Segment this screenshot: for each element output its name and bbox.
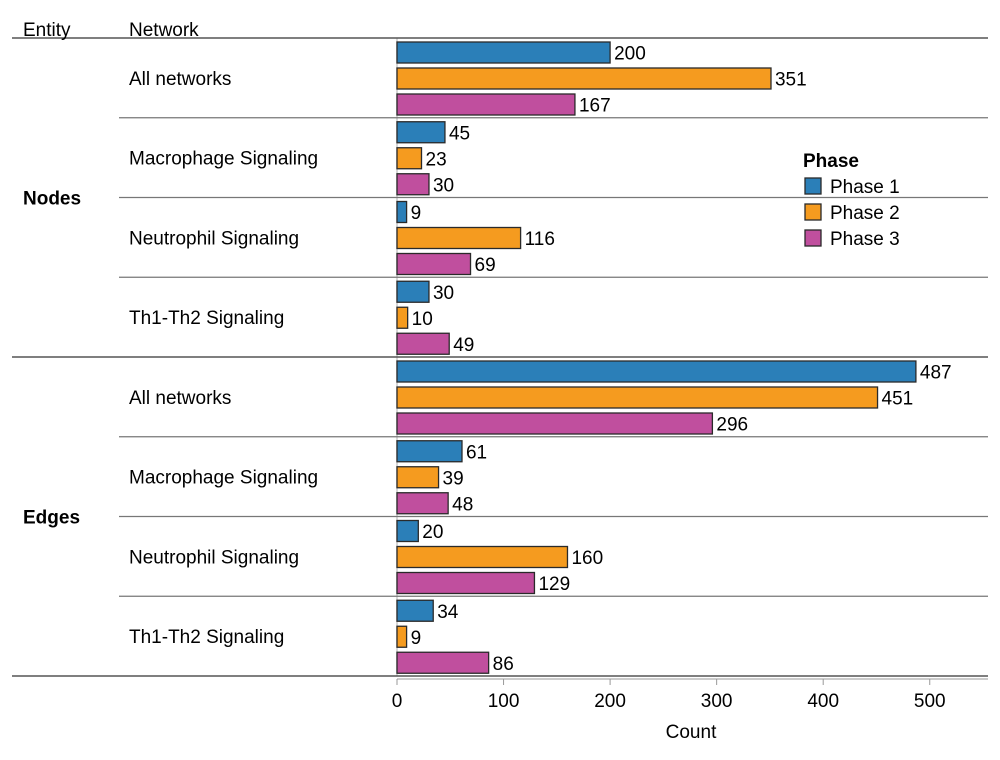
data-label: 20 — [422, 522, 443, 543]
bar-phase-3 — [396, 252, 472, 276]
bar-phase-3 — [396, 571, 536, 595]
bar-phase-3 — [396, 492, 449, 515]
data-label: 129 — [538, 574, 570, 595]
entity-label: Edges — [23, 508, 80, 529]
data-label: 39 — [443, 468, 464, 489]
bar-phase-3 — [396, 173, 430, 196]
bar-phase-2 — [396, 226, 522, 250]
bar-phase-2 — [396, 386, 879, 409]
data-label: 45 — [449, 123, 470, 144]
bar-phase-1 — [396, 519, 419, 543]
bars-layer — [396, 41, 917, 674]
data-label: 451 — [882, 389, 914, 410]
x-tick-label: 100 — [488, 691, 520, 712]
network-label: Neutrophil Signaling — [129, 228, 299, 249]
bar-phase-3 — [396, 412, 714, 435]
bar-phase-2 — [396, 306, 409, 329]
bar-phase-3 — [396, 651, 490, 674]
labels-layer: Entity Network Nodes All networks 200 351 167 M… — [23, 20, 952, 675]
data-label: 160 — [571, 548, 603, 569]
legend-label: Phase 2 — [830, 203, 900, 224]
x-tick-label: 0 — [392, 691, 403, 712]
legend-swatch — [804, 177, 822, 195]
x-axis: 0 100 200 300 400 500 Count — [392, 678, 988, 743]
bar-phase-1 — [396, 440, 463, 463]
bar-phase-2 — [396, 147, 423, 170]
data-label: 30 — [433, 175, 454, 196]
bar-phase-3 — [396, 332, 450, 355]
legend-title: Phase — [803, 151, 859, 172]
data-label: 167 — [579, 96, 611, 117]
bar-phase-1 — [396, 360, 917, 383]
data-label: 351 — [775, 70, 807, 91]
x-tick-label: 400 — [807, 691, 839, 712]
bar-phase-1 — [396, 41, 611, 64]
bar-phase-1 — [396, 599, 434, 622]
network-label: Th1-Th2 Signaling — [129, 627, 284, 648]
data-label: 9 — [411, 628, 422, 649]
x-tick-label: 200 — [594, 691, 626, 712]
entity-label: Nodes — [23, 189, 81, 210]
legend-swatch — [804, 229, 822, 247]
data-label: 23 — [426, 149, 447, 170]
bar-phase-1 — [396, 280, 430, 303]
legend-label: Phase 3 — [830, 229, 900, 250]
data-label: 49 — [453, 335, 474, 356]
data-label: 61 — [466, 442, 487, 463]
legend-label: Phase 1 — [830, 177, 900, 198]
bar-phase-2 — [396, 545, 569, 569]
legend: Phase Phase 1 Phase 2 Phase 3 — [803, 151, 900, 250]
data-label: 34 — [437, 602, 459, 623]
network-label: Macrophage Signaling — [129, 149, 318, 170]
bar-phase-2 — [396, 625, 408, 648]
network-label: Neutrophil Signaling — [129, 547, 299, 568]
network-label: All networks — [129, 69, 231, 90]
column-header-network: Network — [129, 20, 199, 41]
data-label: 69 — [475, 255, 496, 276]
network-label: Th1-Th2 Signaling — [129, 308, 284, 329]
data-label: 48 — [452, 494, 473, 515]
network-label: All networks — [129, 388, 231, 409]
data-label: 10 — [412, 309, 433, 330]
data-label: 487 — [920, 363, 952, 384]
bar-phase-1 — [396, 121, 446, 144]
data-label: 116 — [525, 229, 555, 250]
x-axis-label: Count — [666, 722, 717, 743]
network-label: Macrophage Signaling — [129, 468, 318, 489]
bar-phase-1 — [396, 200, 408, 224]
column-header-entity: Entity — [23, 20, 71, 41]
data-label: 200 — [614, 44, 646, 65]
data-label: 9 — [411, 203, 422, 224]
x-tick-label: 300 — [701, 691, 733, 712]
legend-swatch — [804, 203, 822, 221]
grid-layer — [12, 37, 988, 677]
data-label: 30 — [433, 283, 454, 304]
data-label: 296 — [716, 415, 748, 436]
bar-phase-2 — [396, 67, 772, 90]
bar-phase-2 — [396, 466, 440, 489]
data-label: 86 — [493, 654, 514, 675]
bar-phase-3 — [396, 93, 576, 116]
x-tick-label: 500 — [914, 691, 946, 712]
